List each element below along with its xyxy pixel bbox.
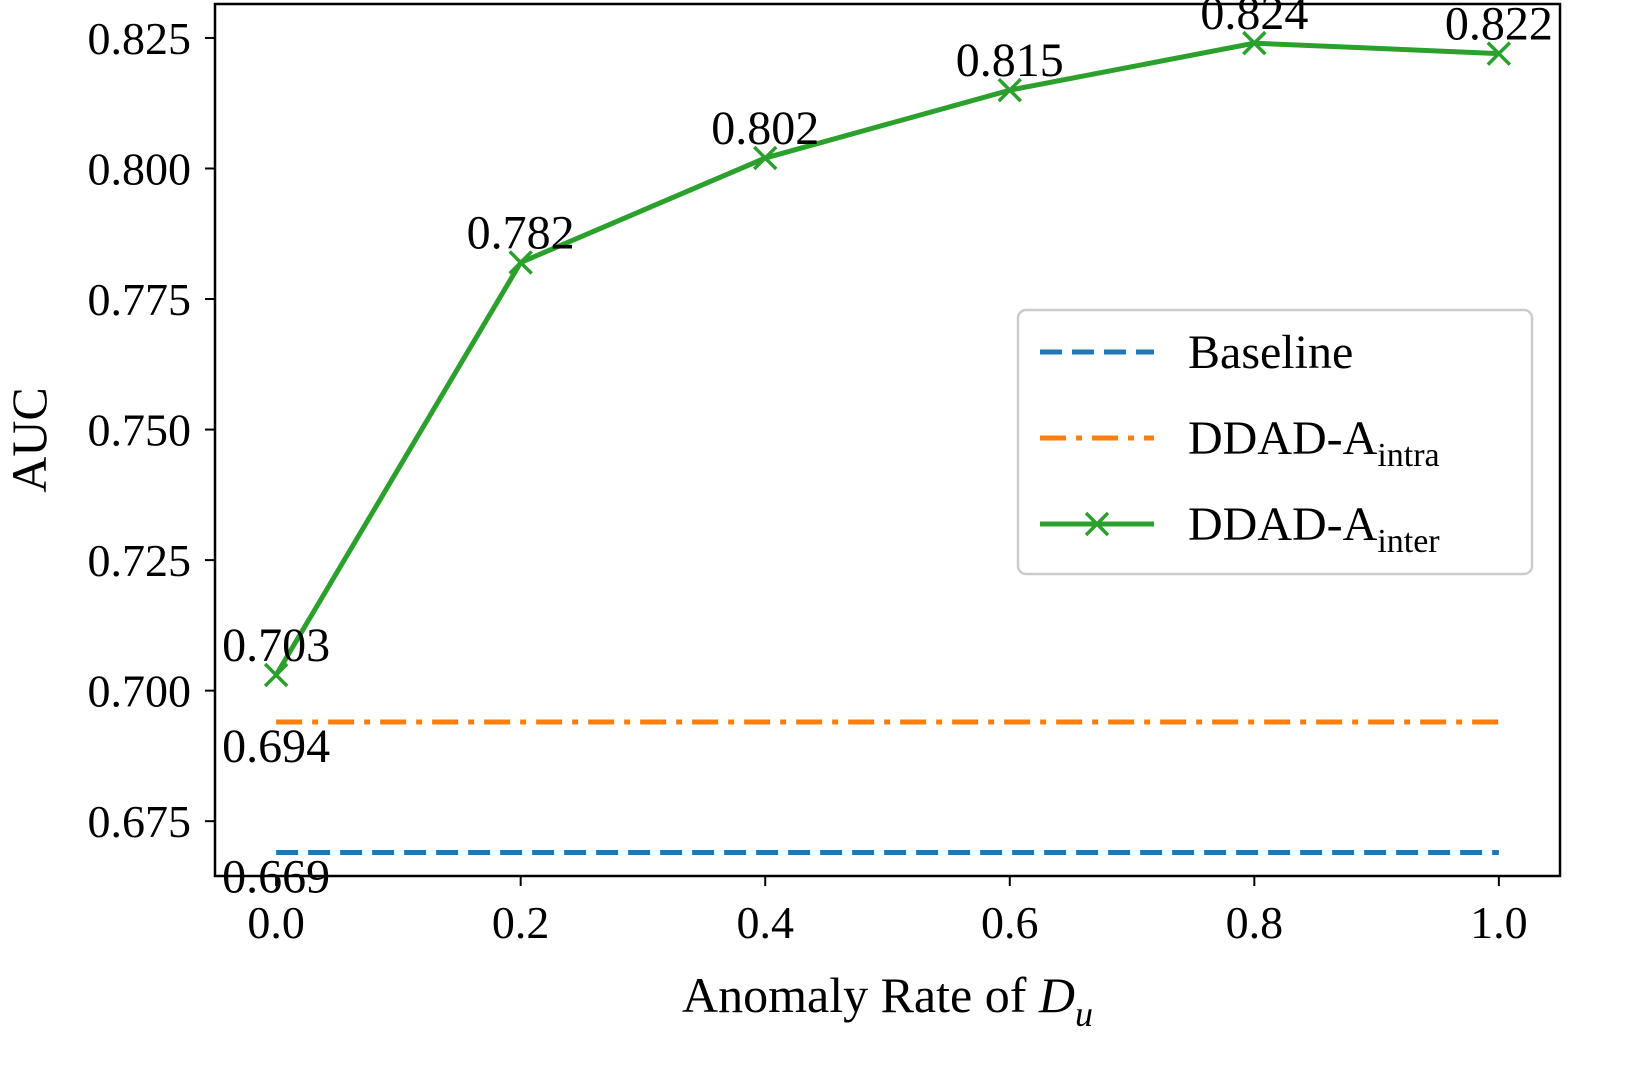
legend-label-text: DDAD-A bbox=[1188, 412, 1378, 465]
y-tick-label: 0.675 bbox=[88, 796, 192, 847]
data-label: 0.815 bbox=[956, 34, 1064, 87]
x-axis-title: Anomaly Rate of Du bbox=[682, 967, 1093, 1034]
data-label: 0.694 bbox=[222, 720, 330, 773]
y-tick-label: 0.725 bbox=[88, 535, 192, 586]
series-point-marker bbox=[997, 77, 1023, 103]
series-line-2 bbox=[273, 40, 1499, 677]
data-label: 0.782 bbox=[467, 206, 575, 259]
x-axis-title-subscript: u bbox=[1075, 994, 1093, 1034]
data-label: 0.802 bbox=[711, 102, 819, 155]
y-axis-title: AUC bbox=[1, 387, 57, 493]
legend-label-subscript: intra bbox=[1377, 437, 1439, 474]
legend-label-text: DDAD-A bbox=[1188, 498, 1378, 551]
legend-label-text: Baseline bbox=[1188, 326, 1353, 379]
legend-label-1: DDAD-Aintra bbox=[1188, 412, 1440, 474]
x-axis-title-symbol: D bbox=[1038, 967, 1075, 1023]
plot-frame bbox=[213, 2, 1562, 878]
series-point-marker bbox=[508, 250, 533, 275]
legend-label-2: DDAD-Ainter bbox=[1188, 498, 1440, 560]
y-tick-label: 0.775 bbox=[88, 274, 192, 325]
y-tick-label: 0.825 bbox=[88, 13, 192, 64]
x-tick-label: 0.4 bbox=[736, 897, 794, 948]
data-label: 0.824 bbox=[1200, 0, 1308, 40]
data-label: 0.703 bbox=[222, 619, 330, 672]
legend-label-0: Baseline bbox=[1188, 326, 1353, 379]
y-tick-label: 0.750 bbox=[88, 405, 192, 456]
x-tick-label: 0.6 bbox=[981, 897, 1039, 948]
x-axis-title-text: Anomaly Rate of bbox=[682, 967, 1039, 1023]
legend-label-subscript: inter bbox=[1377, 523, 1440, 560]
legend-marker bbox=[1084, 511, 1110, 537]
series-point-marker bbox=[1486, 41, 1512, 66]
x-tick-label: 1.0 bbox=[1470, 897, 1528, 948]
series-point-marker bbox=[263, 662, 289, 688]
series-point-marker bbox=[1242, 30, 1267, 56]
x-tick-label: 0.8 bbox=[1226, 897, 1284, 948]
legend-box bbox=[1016, 308, 1534, 576]
data-label: 0.669 bbox=[222, 851, 330, 904]
x-tick-label: 0.0 bbox=[247, 897, 305, 948]
series-point-marker bbox=[752, 145, 778, 171]
x-tick-label: 0.2 bbox=[492, 897, 550, 948]
data-label: 0.822 bbox=[1445, 0, 1553, 51]
y-tick-label: 0.700 bbox=[88, 666, 192, 717]
y-tick-label: 0.800 bbox=[88, 143, 192, 194]
